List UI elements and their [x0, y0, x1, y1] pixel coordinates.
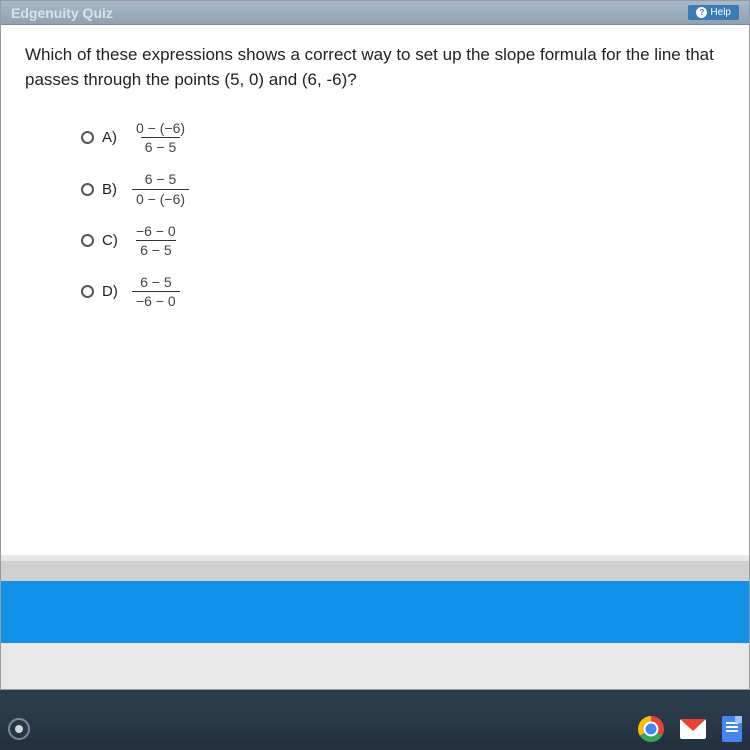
question-text: Which of these expressions shows a corre… — [25, 43, 725, 92]
fraction: −6 − 0 6 − 5 — [132, 223, 180, 258]
choices-list: A) 0 − (−6) 6 − 5 B) 6 − 5 0 − (−6) C) −… — [25, 120, 725, 309]
quiz-window: Edgenuity Quiz Help Which of these expre… — [0, 0, 750, 690]
docs-icon[interactable] — [722, 716, 742, 742]
choice-label: C) — [102, 232, 124, 249]
divider-strip — [1, 561, 749, 581]
choice-label: A) — [102, 129, 124, 146]
chrome-icon[interactable] — [638, 716, 664, 742]
numerator: −6 − 0 — [132, 223, 180, 240]
choice-label: D) — [102, 283, 124, 300]
taskbar — [0, 708, 750, 750]
denominator: 6 − 5 — [136, 240, 176, 258]
launcher-dot — [15, 725, 23, 733]
choice-c[interactable]: C) −6 − 0 6 − 5 — [81, 223, 725, 258]
choice-label: B) — [102, 181, 124, 198]
help-button[interactable]: Help — [688, 5, 739, 20]
radio-icon[interactable] — [81, 183, 94, 196]
fraction: 6 − 5 0 − (−6) — [132, 171, 189, 206]
denominator: 6 − 5 — [141, 137, 181, 155]
footer-bar — [1, 581, 749, 643]
radio-icon[interactable] — [81, 285, 94, 298]
taskbar-apps — [638, 716, 742, 742]
numerator: 6 − 5 — [141, 171, 181, 188]
fraction: 6 − 5 −6 − 0 — [132, 274, 180, 309]
choice-d[interactable]: D) 6 − 5 −6 − 0 — [81, 274, 725, 309]
fraction: 0 − (−6) 6 − 5 — [132, 120, 189, 155]
radio-icon[interactable] — [81, 131, 94, 144]
choice-a[interactable]: A) 0 − (−6) 6 − 5 — [81, 120, 725, 155]
quiz-content: Which of these expressions shows a corre… — [1, 25, 749, 555]
numerator: 6 − 5 — [136, 274, 176, 291]
denominator: −6 − 0 — [132, 291, 180, 309]
launcher-icon[interactable] — [8, 718, 30, 740]
help-label: Help — [710, 7, 731, 18]
denominator: 0 − (−6) — [132, 189, 189, 207]
gmail-icon[interactable] — [680, 719, 706, 739]
window-header: Edgenuity Quiz Help — [1, 1, 749, 25]
numerator: 0 − (−6) — [132, 120, 189, 137]
window-title: Edgenuity Quiz — [11, 5, 688, 21]
radio-icon[interactable] — [81, 234, 94, 247]
choice-b[interactable]: B) 6 − 5 0 − (−6) — [81, 171, 725, 206]
